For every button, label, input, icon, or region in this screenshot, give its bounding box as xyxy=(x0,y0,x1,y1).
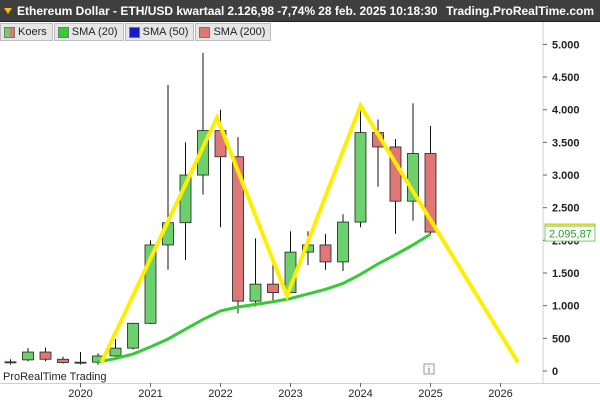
legend-label: SMA (50) xyxy=(142,26,189,38)
legend-item[interactable]: SMA (20) xyxy=(53,23,124,41)
y-tick-label: 500 xyxy=(552,333,570,345)
candle-body xyxy=(424,153,437,233)
info-icon[interactable]: i xyxy=(423,363,435,375)
candle-body xyxy=(109,347,122,357)
x-tick-label: 2024 xyxy=(348,388,372,400)
candle-body xyxy=(127,322,139,349)
down-arrow-icon xyxy=(4,8,12,14)
legend-swatch xyxy=(4,26,15,38)
candle-body xyxy=(267,283,279,294)
legend-swatch xyxy=(128,26,140,38)
price-tag-label: 2.095,87 xyxy=(549,229,592,241)
price-tag-box xyxy=(544,225,596,242)
candle-body xyxy=(4,361,17,364)
x-tick-label: 2020 xyxy=(68,388,92,400)
legend-item[interactable]: SMA (50) xyxy=(124,23,195,41)
candle-body xyxy=(22,351,34,361)
x-tick-label: 2022 xyxy=(208,388,232,400)
percent-change: -7,74% xyxy=(277,4,316,18)
candle-body xyxy=(407,153,419,202)
price-tag: 2.095,87 xyxy=(544,225,596,242)
instrument-name: Ethereum Dollar - ETH/USD kwartaal xyxy=(17,4,225,18)
legend-item[interactable]: SMA (200) xyxy=(195,23,272,41)
candle-body xyxy=(144,244,157,324)
candle-body xyxy=(57,358,69,363)
candle-body xyxy=(354,132,367,223)
y-tick-label: 5.000 xyxy=(552,39,580,51)
candle-body xyxy=(249,283,262,302)
timestamp: 28 feb. 2025 10:18:30 xyxy=(318,4,438,18)
x-tick-label: 2026 xyxy=(488,388,512,400)
y-tick-label: 1.500 xyxy=(552,268,580,280)
site-name: Trading.ProRealTime.com xyxy=(446,4,594,18)
candle-body xyxy=(337,221,349,263)
candle-body xyxy=(232,156,244,302)
y-tick-label: 4.500 xyxy=(552,72,580,84)
legend: Koers SMA (20) SMA (50) SMA (200) xyxy=(0,23,272,41)
candle-body xyxy=(197,130,209,176)
y-tick-label: 0 xyxy=(552,366,558,378)
candle-body xyxy=(74,361,87,364)
sma20-line xyxy=(97,232,432,364)
legend-swatch xyxy=(57,26,69,38)
y-tick-label: 2.500 xyxy=(552,203,580,215)
y-tick-label: 4.000 xyxy=(552,105,580,117)
legend-label: SMA (200) xyxy=(213,26,266,38)
candle-body xyxy=(39,351,52,360)
legend-label: SMA (20) xyxy=(71,26,118,38)
x-tick-label: 2021 xyxy=(138,388,162,400)
y-tick-label: 3.000 xyxy=(552,170,580,182)
candle-body xyxy=(319,244,332,263)
legend-swatch xyxy=(199,26,211,38)
watermark: ProRealTime Trading xyxy=(3,371,107,383)
legend-item[interactable]: Koers xyxy=(0,23,53,41)
last-price: 2.126,98 xyxy=(227,4,275,18)
x-tick-label: 2023 xyxy=(278,388,302,400)
drawn-trend-line xyxy=(99,101,520,364)
info-icon-glyph: i xyxy=(428,365,431,375)
title-bar: Ethereum Dollar - ETH/USD kwartaal 2.126… xyxy=(0,0,600,22)
y-tick-label: 3.500 xyxy=(552,137,580,149)
y-tick-label: 1.000 xyxy=(552,301,580,313)
info-icon-box xyxy=(423,363,435,375)
x-tick-label: 2025 xyxy=(418,388,442,400)
legend-label: Koers xyxy=(18,26,47,38)
